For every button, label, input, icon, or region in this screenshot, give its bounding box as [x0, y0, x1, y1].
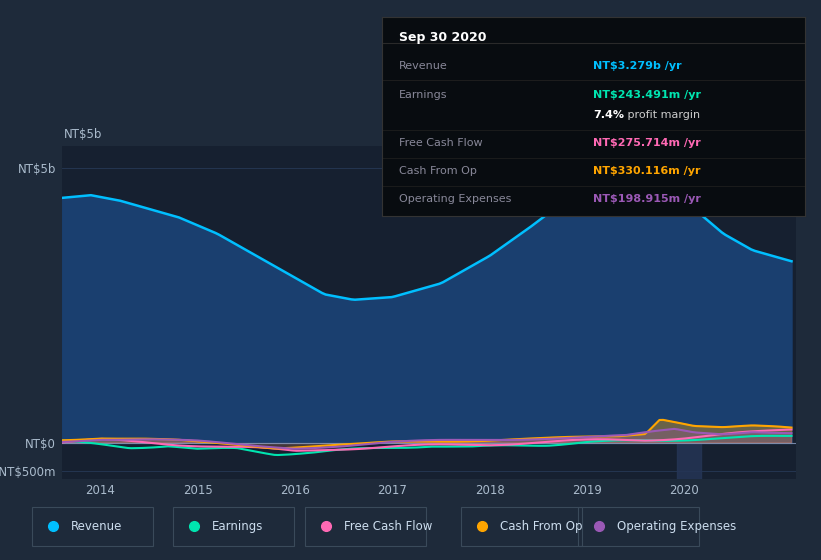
Text: NT$3.279b /yr: NT$3.279b /yr — [594, 60, 681, 71]
Text: Sep 30 2020: Sep 30 2020 — [399, 31, 486, 44]
Text: Earnings: Earnings — [212, 520, 263, 533]
Text: Free Cash Flow: Free Cash Flow — [399, 138, 482, 148]
Text: Free Cash Flow: Free Cash Flow — [344, 520, 433, 533]
Text: Operating Expenses: Operating Expenses — [617, 520, 736, 533]
Text: NT$198.915m /yr: NT$198.915m /yr — [594, 194, 701, 204]
Text: Revenue: Revenue — [71, 520, 122, 533]
Text: Cash From Op: Cash From Op — [399, 166, 476, 176]
Bar — [677, 146, 701, 479]
Text: NT$243.491m /yr: NT$243.491m /yr — [594, 90, 701, 100]
Text: 7.4%: 7.4% — [594, 110, 624, 120]
Text: Earnings: Earnings — [399, 90, 447, 100]
Text: NT$5b: NT$5b — [64, 128, 103, 141]
Text: Operating Expenses: Operating Expenses — [399, 194, 511, 204]
Text: NT$330.116m /yr: NT$330.116m /yr — [594, 166, 700, 176]
Text: Revenue: Revenue — [399, 60, 447, 71]
Text: profit margin: profit margin — [624, 110, 699, 120]
Text: NT$275.714m /yr: NT$275.714m /yr — [594, 138, 701, 148]
Text: Cash From Op: Cash From Op — [500, 520, 583, 533]
